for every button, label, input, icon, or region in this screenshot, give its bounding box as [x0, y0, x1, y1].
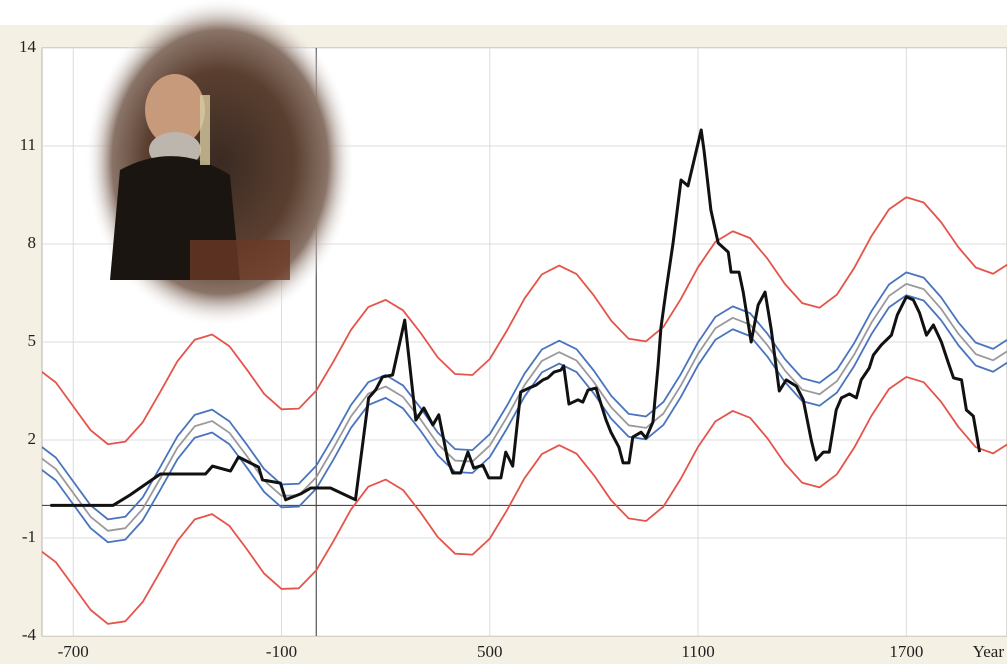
- x-tick-label: 1100: [681, 642, 714, 661]
- y-tick-label: 14: [19, 37, 37, 56]
- x-tick-label: 500: [477, 642, 503, 661]
- band-line: [42, 294, 1007, 544]
- x-tick-label: 1700: [889, 642, 923, 661]
- y-tick-label: -4: [22, 625, 37, 644]
- y-tick-label: 5: [28, 331, 37, 350]
- x-tick-label: -700: [58, 642, 89, 661]
- y-tick-label: -1: [22, 527, 36, 546]
- y-tick-label: 11: [20, 135, 36, 154]
- y-tick-label: 8: [28, 233, 37, 252]
- y-tick-label: 2: [28, 429, 37, 448]
- portrait: [85, 0, 355, 327]
- band-line: [42, 282, 1007, 532]
- band-line: [42, 376, 1007, 625]
- x-tick-label: -100: [266, 642, 297, 661]
- x-axis-label: Year: [973, 642, 1005, 661]
- band-line: [42, 271, 1007, 521]
- band-line: [42, 196, 1007, 446]
- data-line: [50, 128, 982, 507]
